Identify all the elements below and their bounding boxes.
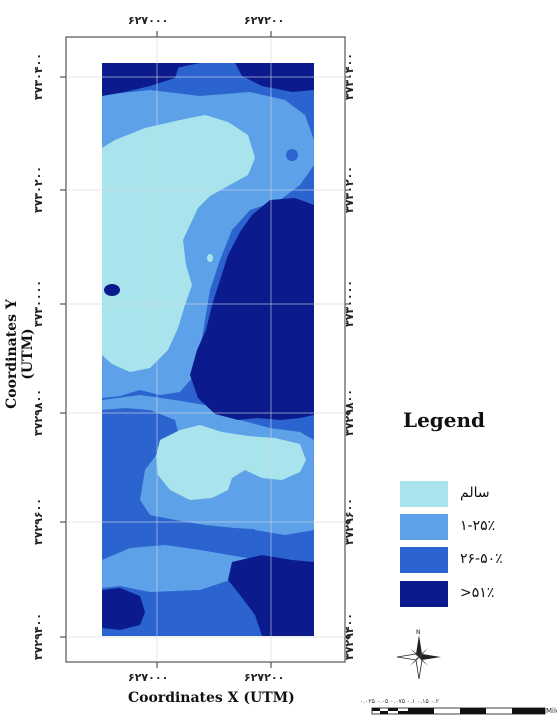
zone-low-lower xyxy=(102,545,260,592)
zone-high-topleft xyxy=(102,63,180,96)
y-tick-left-2: ۳۷۳۰۲۰۰ xyxy=(32,166,45,213)
damage-raster xyxy=(102,63,314,636)
graticule xyxy=(66,37,345,662)
scale-bar-ticks: ۰.۰۲۵ ۰.۰۵ ۰.۰۷۵ ۰.۱ ۰.۱۵ ۰.۲ xyxy=(360,698,439,705)
x-axis-title: Coordinates X (UTM) xyxy=(128,690,295,706)
zone-high-topright xyxy=(235,63,314,92)
legend-item-low: ۱-۲۵٪ xyxy=(400,514,550,540)
legend-swatch xyxy=(400,481,448,507)
x-tick-bottom-2: ۶۲۷۲۰۰ xyxy=(244,671,285,684)
legend-label: ۲۶-۵۰٪ xyxy=(460,551,503,567)
y-tick-right-6: ۳۷۲۹۴۰۰ xyxy=(343,613,356,660)
zone-healthy-upper xyxy=(102,115,255,372)
x-tick-top-2: ۶۲۷۲۰۰ xyxy=(244,14,285,27)
legend-label: سالم xyxy=(460,485,490,501)
legend-item-mid: ۲۶-۵۰٪ xyxy=(400,547,550,573)
zone-high-spot xyxy=(104,284,120,296)
y-tick-left-6: ۳۷۲۹۴۰۰ xyxy=(32,613,45,660)
y-tick-right-5: ۳۷۲۹۶۰۰ xyxy=(343,498,356,545)
legend-item-healthy: سالم xyxy=(400,481,550,507)
scale-bar xyxy=(371,707,546,715)
y-tick-right-4: ۳۷۲۹۸۰۰ xyxy=(343,389,356,436)
zone-healthy-lower xyxy=(156,425,306,500)
y-tick-right-1: ۳۷۳۰۴۰۰ xyxy=(343,53,356,100)
x-tick-bottom-1: ۶۲۷۰۰۰ xyxy=(128,671,169,684)
legend-title: Legend xyxy=(403,408,486,432)
legend-swatch xyxy=(400,581,448,607)
zone-healthy-dot xyxy=(207,254,213,262)
compass-rose-icon xyxy=(396,635,441,680)
y-tick-right-2: ۳۷۳۰۲۰۰ xyxy=(343,166,356,213)
zone-high-center xyxy=(190,198,314,420)
map-frame xyxy=(65,36,346,663)
y-axis-title: Coordinates Y (UTM) xyxy=(4,299,36,409)
legend-label: ۱-۲۵٪ xyxy=(460,518,496,534)
scale-bar-unit: Miles xyxy=(546,707,557,715)
north-label: N xyxy=(416,629,421,636)
legend-label: >۵۱٪ xyxy=(460,585,495,601)
y-tick-right-3: ۳۷۳۰۰۰۰ xyxy=(343,280,356,327)
y-tick-left-1: ۳۷۳۰۴۰۰ xyxy=(32,53,45,100)
frame-ticks xyxy=(60,31,351,668)
legend-swatch xyxy=(400,547,448,573)
y-tick-left-5: ۳۷۲۹۶۰۰ xyxy=(32,498,45,545)
x-tick-top-1: ۶۲۷۰۰۰ xyxy=(128,14,169,27)
legend-swatch xyxy=(400,514,448,540)
legend-item-high: >۵۱٪ xyxy=(400,581,550,607)
zone-mid-spot xyxy=(286,149,298,161)
zone-low-right xyxy=(255,495,314,535)
zone-healthy-patch xyxy=(113,330,137,360)
zone-high-bottomleft xyxy=(102,588,145,630)
